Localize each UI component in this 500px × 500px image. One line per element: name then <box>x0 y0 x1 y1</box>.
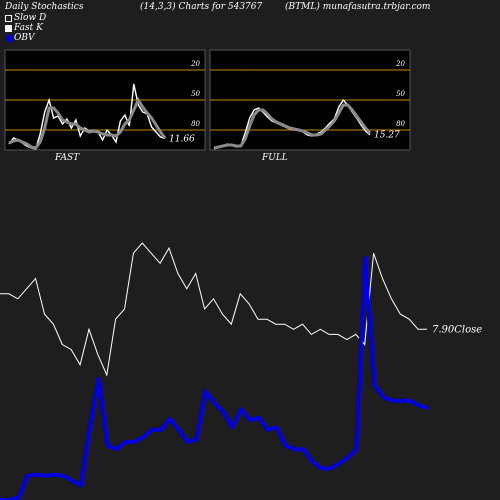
legend-swatch-fast-k <box>5 24 12 32</box>
legend-swatch-obv <box>5 34 12 42</box>
legend-item-obv: OBV <box>5 33 35 43</box>
tick-label-fast-80: 20 <box>190 60 200 68</box>
series-line-fast-slow-d <box>8 96 167 150</box>
legend-label-slow-d: Slow D <box>14 13 47 23</box>
panel-label-full: FULL <box>262 153 288 163</box>
last-value-label-fast: 11.66 <box>169 134 195 144</box>
legend-item-fast-k: Fast K <box>5 23 43 33</box>
legend-label-obv: OBV <box>14 33 35 43</box>
legend-item-slow-d: Slow D <box>5 13 46 23</box>
close-price-line <box>0 242 427 377</box>
series-line-full-slow-d <box>213 103 372 150</box>
chart-header-center: (14,3,3) Charts for 543767 <box>140 2 263 12</box>
panel-label-fast: FAST <box>55 153 80 163</box>
tick-label-full-50: 50 <box>396 90 405 98</box>
tick-label-fast-50: 50 <box>191 90 200 98</box>
tick-label-full-20: 80 <box>396 120 405 128</box>
tick-label-full-80: 20 <box>395 60 405 68</box>
last-value-label-full: 15.27 <box>374 131 400 141</box>
chart-header-right: (BTML) munafasutra.trbjar.com <box>285 2 431 12</box>
close-value-label: 7.90Close <box>432 324 482 335</box>
chart-header-left: Daily Stochastics <box>5 2 84 12</box>
legend-swatch-slow-d <box>5 14 12 22</box>
tick-label-fast-20: 80 <box>191 120 200 128</box>
obv-line <box>0 256 428 500</box>
legend-label-fast-k: Fast K <box>14 23 43 33</box>
